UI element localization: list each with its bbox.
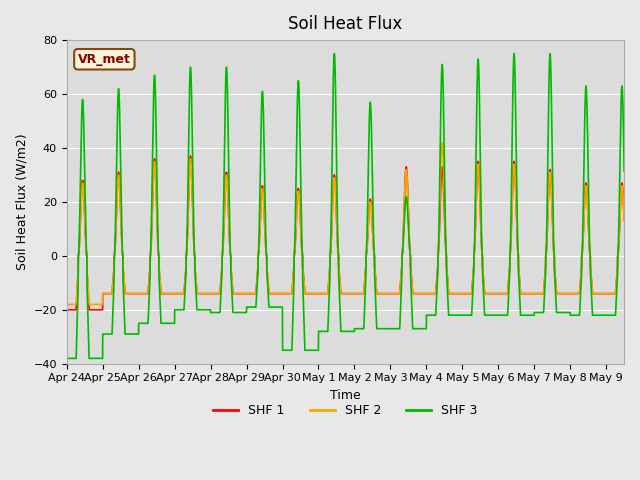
SHF 2	[620, 218, 628, 224]
SHF 3	[378, 326, 386, 332]
SHF 2	[503, 291, 511, 297]
SHF 3	[330, 51, 338, 57]
SHF 3	[503, 312, 511, 318]
Line: SHF 1: SHF 1	[67, 156, 624, 310]
X-axis label: Time: Time	[330, 389, 361, 402]
Title: Soil Heat Flux: Soil Heat Flux	[289, 15, 403, 33]
Y-axis label: Soil Heat Flux (W/m2): Soil Heat Flux (W/m2)	[15, 133, 28, 270]
SHF 1	[187, 153, 195, 159]
SHF 1	[620, 216, 628, 222]
Legend: SHF 1, SHF 2, SHF 3: SHF 1, SHF 2, SHF 3	[209, 399, 483, 422]
SHF 1	[616, 221, 623, 227]
SHF 1	[503, 291, 511, 297]
Line: SHF 2: SHF 2	[67, 143, 624, 304]
SHF 1	[304, 291, 312, 297]
SHF 2	[378, 291, 386, 297]
SHF 2	[63, 301, 70, 307]
Text: VR_met: VR_met	[78, 53, 131, 66]
SHF 3	[63, 356, 70, 361]
SHF 2	[304, 291, 312, 297]
SHF 2	[316, 291, 324, 297]
Line: SHF 3: SHF 3	[67, 54, 624, 359]
SHF 3	[304, 348, 312, 353]
SHF 3	[316, 328, 324, 334]
SHF 3	[616, 179, 623, 185]
SHF 1	[316, 291, 324, 297]
SHF 3	[332, 86, 339, 92]
SHF 3	[620, 168, 628, 174]
SHF 2	[616, 223, 623, 228]
SHF 2	[332, 185, 339, 191]
SHF 1	[332, 186, 339, 192]
SHF 2	[438, 140, 446, 145]
SHF 1	[378, 291, 386, 297]
SHF 1	[63, 307, 70, 312]
